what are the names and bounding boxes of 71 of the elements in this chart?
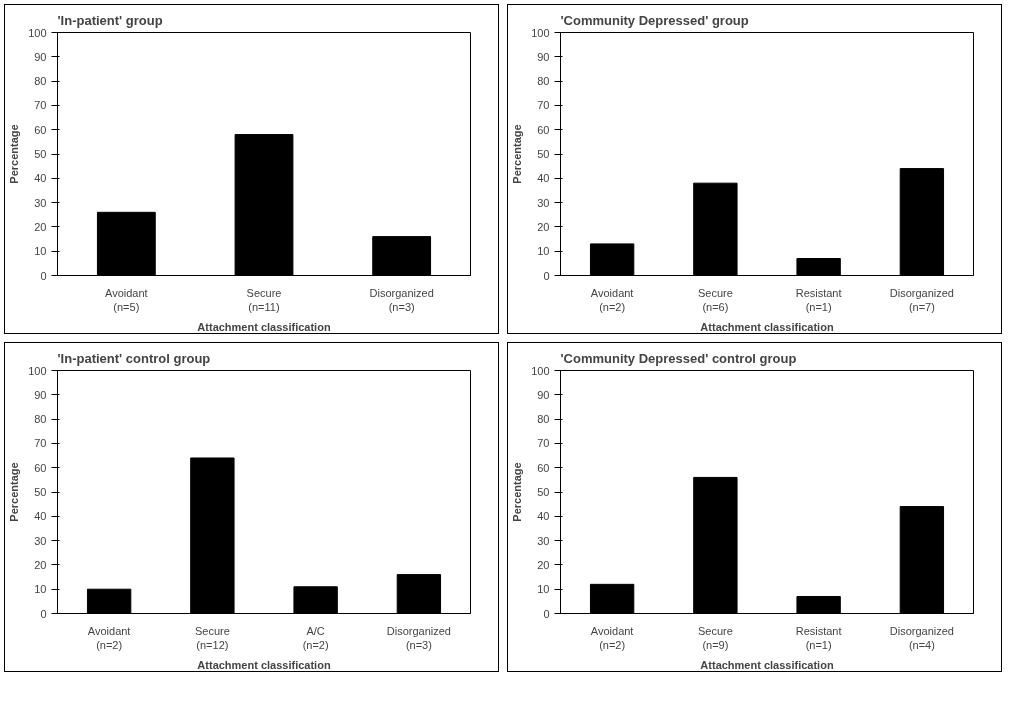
x-tick-label: Avoidant (n=5): [105, 286, 148, 313]
y-tick-label: 10: [34, 245, 47, 258]
y-tick-label: 60: [537, 123, 550, 136]
x-tick-label: Disorganized (n=3): [369, 286, 434, 313]
y-tick-label: 0: [543, 269, 550, 282]
chart-title: 'Community Depressed' control group: [560, 350, 797, 366]
y-tick-label: 50: [34, 148, 47, 160]
y-tick-label: 60: [537, 461, 550, 474]
y-axis-title: Percentage: [8, 124, 21, 184]
x-axis-title: Attachment classification: [700, 320, 834, 333]
y-tick-label: 10: [34, 583, 47, 596]
y-tick-label: 70: [34, 437, 47, 450]
y-tick-label: 40: [537, 172, 550, 185]
y-tick-label: 10: [537, 245, 550, 258]
y-tick-label: 50: [537, 148, 550, 160]
x-axis-title: Attachment classification: [700, 658, 834, 671]
y-tick-label: 40: [34, 172, 47, 185]
x-tick-label: Secure (n=11): [246, 286, 282, 313]
y-tick-label: 20: [34, 558, 47, 571]
x-tick-label: Secure (n=9): [697, 624, 733, 651]
y-tick-label: 20: [537, 220, 550, 233]
y-axis-title: Percentage: [8, 462, 21, 522]
x-tick-label: Disorganized (n=7): [889, 286, 954, 313]
y-tick-label: 50: [537, 486, 550, 498]
y-tick-label: 80: [537, 75, 550, 88]
y-tick-label: 90: [34, 50, 47, 63]
x-axis-title: Attachment classification: [197, 320, 331, 333]
y-tick-label: 90: [537, 388, 550, 401]
y-tick-label: 30: [537, 196, 550, 209]
y-tick-label: 100: [531, 26, 550, 39]
y-tick-label: 20: [34, 220, 47, 233]
y-tick-label: 100: [28, 26, 47, 39]
chart-title: 'In-patient' group: [57, 12, 163, 28]
chart-title: 'Community Depressed' group: [560, 12, 749, 28]
y-tick-label: 100: [531, 364, 550, 377]
chart-title: 'In-patient' control group: [57, 350, 211, 366]
y-tick-label: 90: [34, 388, 47, 401]
y-tick-label: 80: [34, 413, 47, 426]
y-tick-label: 0: [40, 269, 47, 282]
y-tick-label: 100: [28, 364, 47, 377]
y-tick-label: 40: [34, 510, 47, 523]
y-tick-label: 50: [34, 486, 47, 498]
y-tick-label: 80: [537, 413, 550, 426]
y-tick-label: 30: [34, 196, 47, 209]
y-tick-label: 70: [34, 99, 47, 112]
y-tick-label: 30: [34, 534, 47, 547]
x-tick-label: Avoidant (n=2): [87, 624, 131, 651]
x-tick-label: Resistant (n=1): [795, 624, 842, 651]
x-tick-label: Resistant (n=1): [795, 286, 842, 313]
x-tick-label: Avoidant (n=2): [590, 286, 634, 313]
y-tick-label: 60: [34, 461, 47, 474]
y-tick-label: 80: [34, 75, 47, 88]
y-axis-title: Percentage: [511, 124, 524, 184]
y-tick-label: 0: [40, 607, 47, 620]
y-tick-label: 20: [537, 558, 550, 571]
x-tick-label: A/C (n=2): [302, 624, 329, 651]
y-tick-label: 0: [543, 607, 550, 620]
y-tick-label: 60: [34, 123, 47, 136]
y-axis-title: Percentage: [511, 462, 524, 522]
y-tick-label: 70: [537, 99, 550, 112]
y-tick-label: 30: [537, 534, 550, 547]
y-tick-label: 70: [537, 437, 550, 450]
x-tick-label: Secure (n=12): [194, 624, 230, 651]
x-tick-label: Disorganized (n=4): [889, 624, 954, 651]
x-tick-label: Disorganized (n=3): [386, 624, 451, 651]
x-tick-label: Avoidant (n=2): [590, 624, 634, 651]
y-tick-label: 40: [537, 510, 550, 523]
x-tick-label: Secure (n=6): [697, 286, 733, 313]
x-axis-title: Attachment classification: [197, 658, 331, 671]
y-tick-label: 10: [537, 583, 550, 596]
y-tick-label: 90: [537, 50, 550, 63]
